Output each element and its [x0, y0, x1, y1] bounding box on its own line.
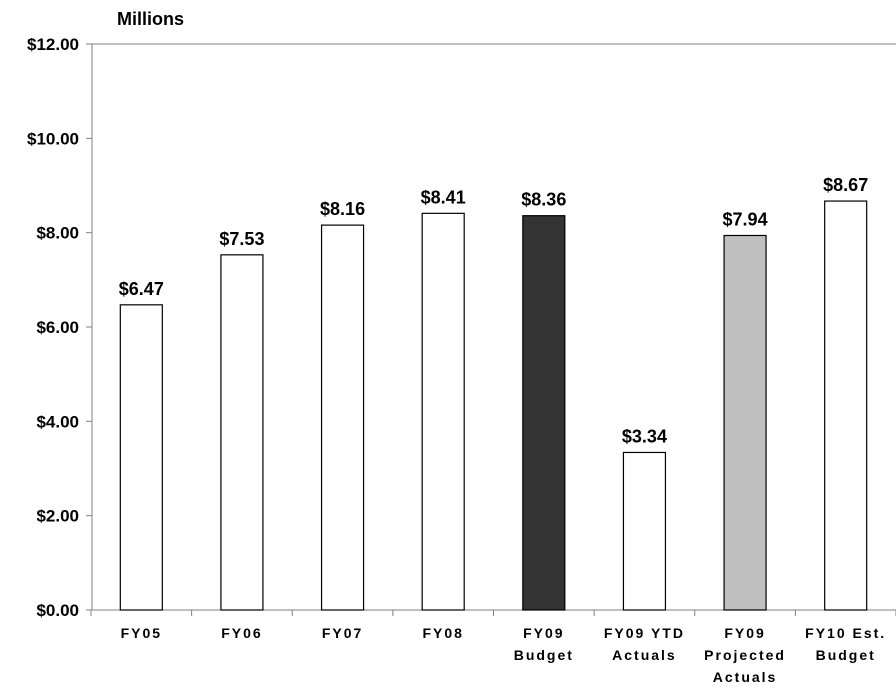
x-tick-label: FY06: [221, 625, 262, 641]
y-tick-label: $6.00: [36, 318, 79, 337]
data-label: $7.94: [723, 209, 768, 229]
x-tick-label: Budget: [514, 647, 574, 663]
y-tick-label: $8.00: [36, 224, 79, 243]
data-label: $8.16: [320, 199, 365, 219]
x-tick-label: Budget: [816, 647, 876, 663]
y-tick-label: $4.00: [36, 412, 79, 431]
y-tick-label: $12.00: [27, 35, 79, 54]
x-tick-label: Projected: [704, 647, 786, 663]
bars: [119, 200, 868, 611]
x-tick-label: FY10 Est.: [805, 625, 886, 641]
x-tick-label: FY07: [322, 625, 363, 641]
y-axis-unit-label: Millions: [117, 9, 184, 29]
x-tick-label: FY08: [422, 625, 463, 641]
data-label: $8.67: [823, 175, 868, 195]
bar: [622, 451, 667, 611]
bar: [220, 254, 264, 611]
x-tick-label: Actuals: [612, 647, 677, 663]
x-tick-label: Actuals: [713, 669, 778, 685]
x-tick-label: FY09 YTD: [604, 625, 685, 641]
bar: [320, 224, 365, 611]
y-tick-label: $0.00: [36, 601, 79, 620]
bar: [824, 200, 868, 611]
data-label: $3.34: [622, 426, 667, 446]
x-tick-label: FY09: [724, 625, 765, 641]
bar: [119, 304, 163, 611]
bar: [421, 212, 465, 611]
data-label: $8.36: [521, 190, 566, 210]
bar: [723, 234, 767, 611]
data-label: $6.47: [119, 279, 164, 299]
y-tick-label: $2.00: [36, 507, 79, 526]
data-label: $8.41: [421, 187, 466, 207]
bar: [522, 215, 566, 611]
y-tick-label: $10.00: [27, 129, 79, 148]
data-label: $7.53: [219, 229, 264, 249]
x-tick-label: FY05: [121, 625, 162, 641]
labels: $6.47 FY05 $7.53 FY06 $8.16 FY07 $8.41 FY08 $8.3…: [119, 175, 886, 685]
x-tick-label: FY09: [523, 625, 564, 641]
